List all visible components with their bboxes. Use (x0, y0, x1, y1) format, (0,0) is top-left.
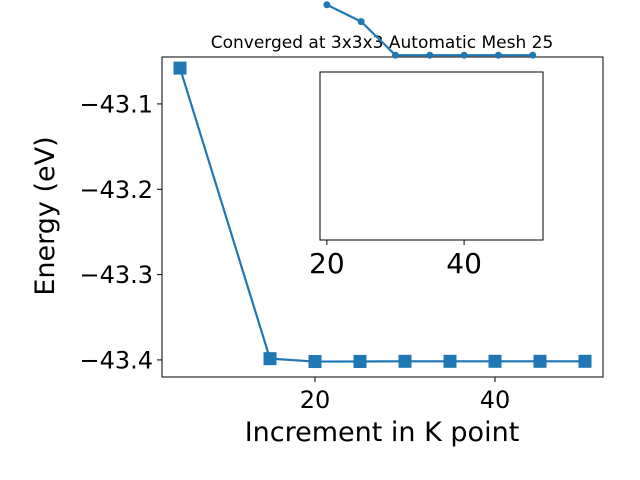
inset-data-point (494, 51, 502, 59)
inset-data-point (391, 51, 399, 59)
main-data-point (173, 61, 187, 75)
main-data-point (533, 354, 547, 368)
inset-x-tick-label: 40 (446, 247, 482, 280)
main-data-point (398, 354, 412, 368)
main-data-point (353, 354, 367, 368)
inset-data-point (323, 1, 331, 9)
inset-data-point (426, 51, 434, 59)
main-y-tick-label: −43.4 (79, 347, 153, 375)
main-data-point (578, 354, 592, 368)
main-data-point (308, 355, 322, 369)
main-y-tick-label: −43.3 (79, 261, 153, 289)
main-data-point (263, 352, 277, 366)
main-x-tick-label: 40 (480, 386, 511, 414)
main-data-point (488, 354, 502, 368)
main-data-point (443, 354, 457, 368)
inset-x-tick-label: 20 (309, 247, 345, 280)
main-series (173, 61, 592, 369)
inset-data-point (460, 51, 468, 59)
main-x-tick-label: 20 (300, 386, 331, 414)
inset-data-point (529, 51, 537, 59)
inset-y-tick-label: −43.402 (190, 0, 311, 5)
main-axis-ticks: 20 40 −43.1 −43.2 −43.3 −43.4 (79, 91, 510, 414)
main-y-tick-label: −43.1 (79, 91, 153, 119)
inset-plot-frame (319, 71, 544, 241)
inset-data-point (357, 18, 365, 26)
main-y-tick-label: −43.2 (79, 176, 153, 204)
inset-series (323, 1, 537, 59)
y-axis-title: Energy (eV) (30, 136, 61, 295)
main-plot-frame (161, 56, 604, 378)
x-axis-title: Increment in K point (245, 417, 520, 448)
